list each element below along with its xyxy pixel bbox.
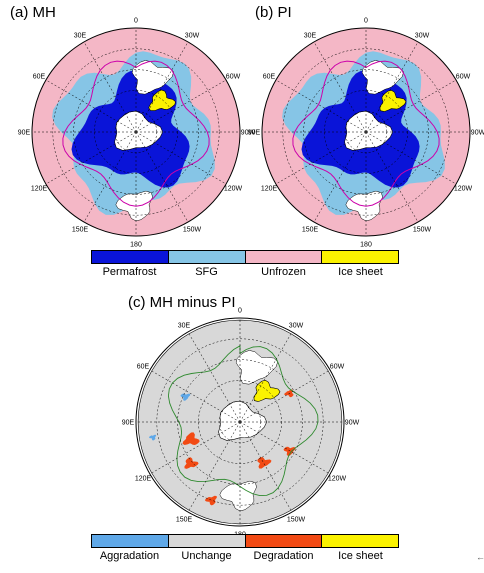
legend-swatch-unchange — [167, 535, 245, 547]
longitude-label: 30W — [415, 33, 430, 40]
legend-label-unchange: Unchange — [181, 550, 232, 562]
legend-label-unfrozen: Unfrozen — [261, 266, 306, 278]
legend-label-degradation: Degradation — [253, 550, 314, 562]
longitude-label: 30E — [304, 33, 317, 40]
longitude-label: 150E — [72, 227, 89, 234]
longitude-label: 0 — [364, 18, 368, 25]
panel-a-title: (a) MH — [10, 4, 56, 21]
legend-label-permafrost: Permafrost — [102, 266, 157, 278]
longitude-label: 90W — [345, 420, 360, 427]
longitude-label: 120E — [261, 186, 278, 193]
longitude-label: 90W — [241, 130, 256, 137]
longitude-label: 150E — [176, 517, 193, 524]
longitude-label: 120E — [135, 476, 152, 483]
legend-label-aggradation: Aggradation — [99, 550, 160, 562]
legend-label-sfg: SFG — [195, 266, 218, 278]
longitude-label: 0 — [238, 308, 242, 315]
longitude-label: 30W — [289, 323, 304, 330]
longitude-label: 120W — [328, 476, 347, 483]
longitude-label: 30W — [185, 33, 200, 40]
longitude-label: 30E — [178, 323, 191, 330]
arrow-icon: ← — [476, 552, 484, 562]
legend-swatch-degradation — [244, 535, 322, 547]
legend-bottom-colorbar — [91, 534, 399, 548]
longitude-label: 120W — [224, 186, 243, 193]
map-panel-a: 0 30W 60W 90W 120W 150W 180 150E 120E 90E 60E 30E — [18, 18, 256, 249]
legend-swatch-unfrozen — [244, 251, 322, 263]
aggradation-patch — [180, 393, 191, 401]
longitude-label: 150W — [287, 517, 306, 524]
degradation-patch — [204, 495, 217, 506]
longitude-label: 30E — [74, 33, 87, 40]
panel-b-title: (b) PI — [255, 4, 292, 21]
longitude-label: 60W — [330, 364, 345, 371]
longitude-label: 90E — [248, 130, 261, 137]
ice-sheet-region — [148, 89, 176, 111]
legend-bottom: Aggradation Unchange Degradation Ice she… — [91, 534, 399, 562]
degradation-patch — [182, 432, 200, 445]
graticule — [135, 317, 345, 527]
longitude-label: 60E — [263, 74, 276, 81]
longitude-label: 60W — [226, 74, 241, 81]
longitude-label: 180 — [360, 242, 372, 249]
legend-swatch-aggradation — [92, 535, 168, 547]
legend-swatch-ice-sheet-c — [321, 535, 398, 547]
longitude-label: 120W — [454, 186, 473, 193]
degradation-patch — [284, 389, 294, 398]
longitude-label: 90E — [18, 130, 31, 137]
longitude-label: 180 — [130, 242, 142, 249]
legend-swatch-permafrost — [92, 251, 168, 263]
longitude-label: 60W — [456, 74, 471, 81]
longitude-label: 90E — [122, 420, 135, 427]
aggradation-patch — [149, 434, 157, 441]
longitude-label: 150W — [183, 227, 202, 234]
longitude-label: 150W — [413, 227, 432, 234]
panel-c-title: (c) MH minus PI — [128, 294, 236, 311]
longitude-label: 60E — [33, 74, 46, 81]
degradation-patch — [257, 457, 272, 469]
longitude-label: 120E — [31, 186, 48, 193]
longitude-label: 90W — [471, 130, 484, 137]
graticule — [261, 27, 471, 237]
legend-label-ice-sheet-c: Ice sheet — [338, 550, 383, 562]
map-panel-b: 0 30W 60W 90W 120W 150W 180 150E 120E 90E 60E 30E — [248, 18, 484, 249]
legend-top-colorbar — [91, 250, 399, 264]
longitude-label: 60E — [137, 364, 150, 371]
legend-swatch-sfg — [167, 251, 245, 263]
legend-swatch-ice-sheet — [321, 251, 398, 263]
longitude-label: 0 — [134, 18, 138, 25]
legend-top: Permafrost SFG Unfrozen Ice sheet — [91, 250, 399, 278]
longitude-label: 150E — [302, 227, 319, 234]
degradation-patch — [184, 457, 199, 469]
legend-label-ice-sheet: Ice sheet — [338, 266, 383, 278]
graticule — [31, 27, 241, 237]
